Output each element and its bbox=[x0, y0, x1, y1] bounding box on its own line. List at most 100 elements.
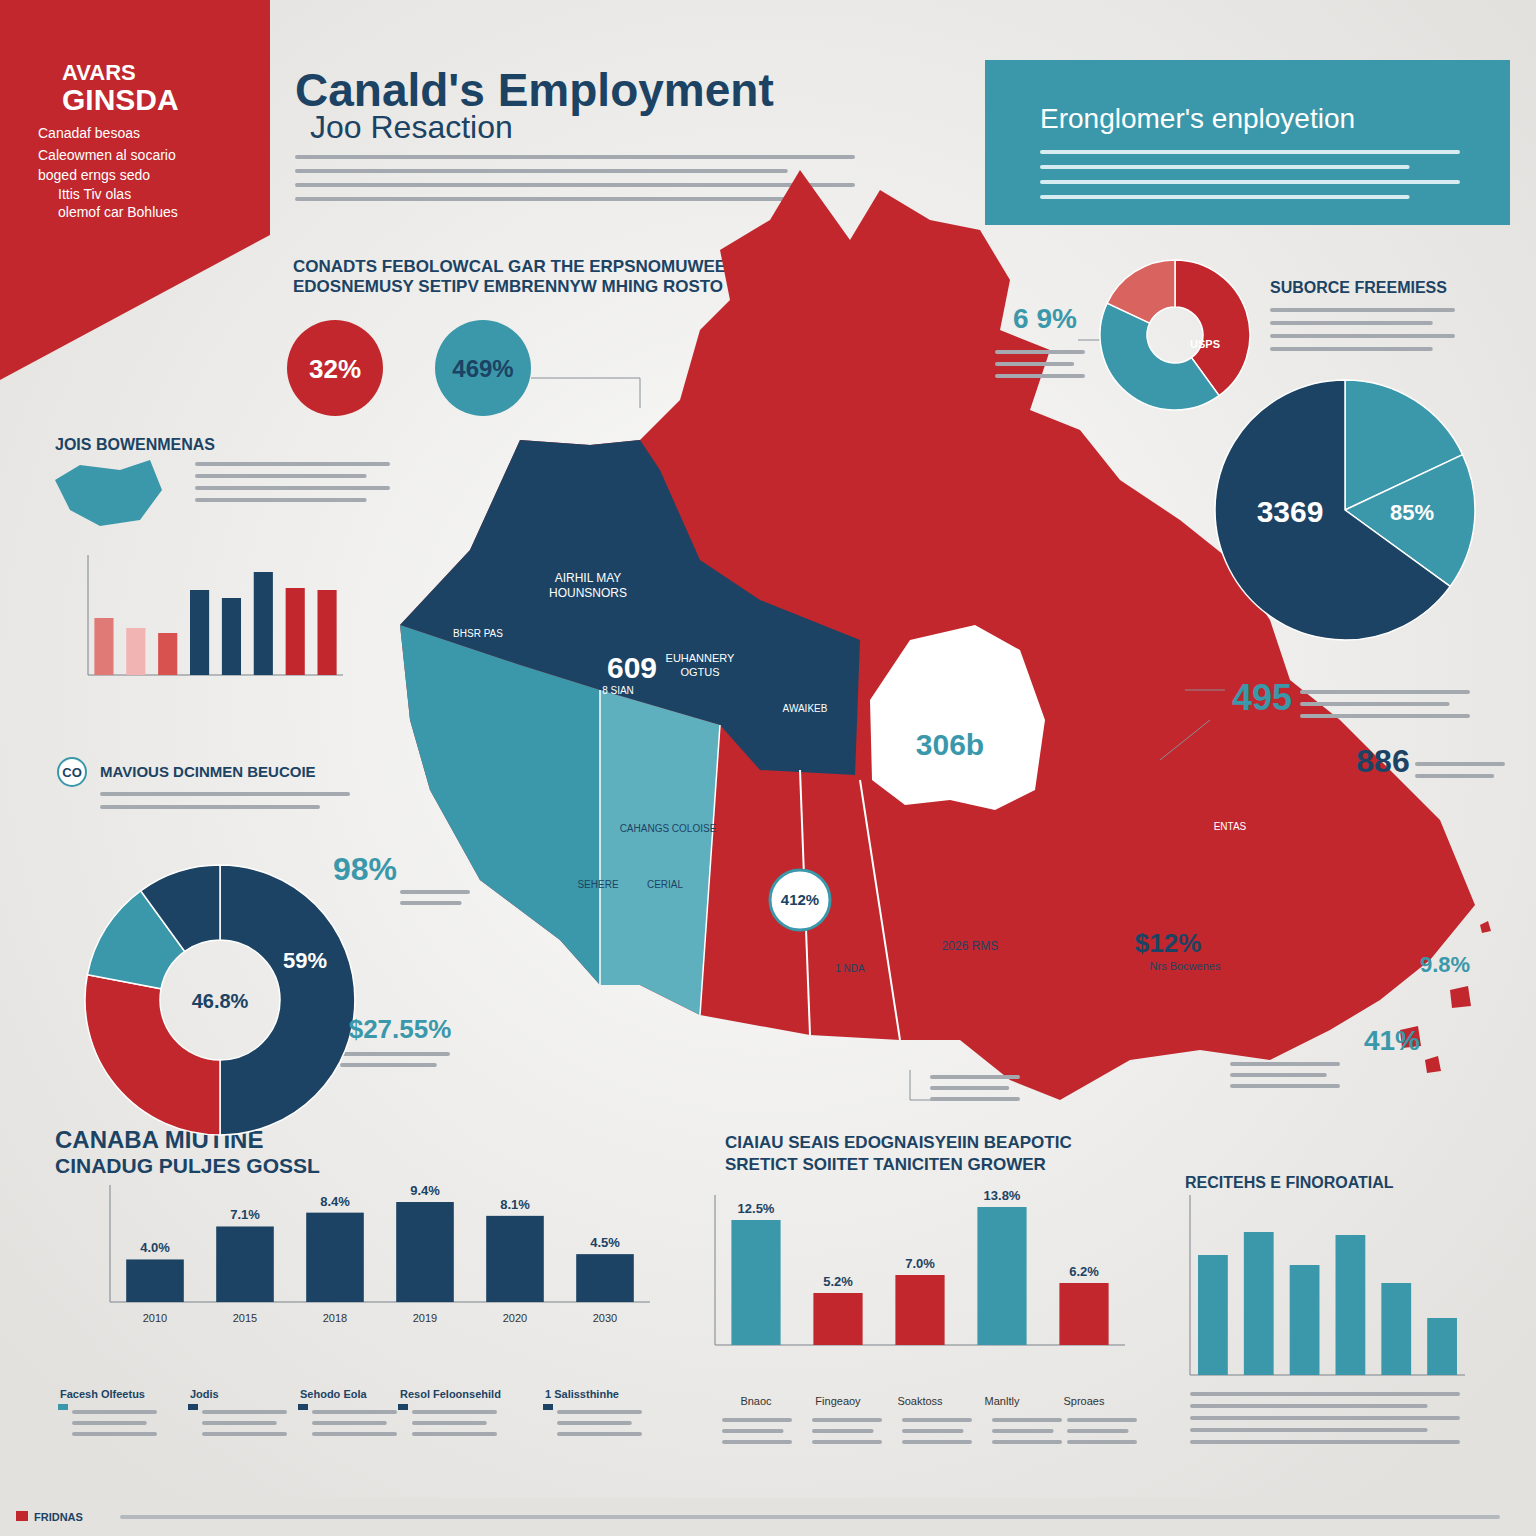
donut-chart bbox=[85, 865, 355, 1135]
heading: CONADTS FEBOLOWCAL GAR THE ERPSNOMUWEET'… bbox=[293, 257, 752, 276]
map-label: OGTUS bbox=[680, 666, 719, 678]
bar bbox=[306, 1213, 364, 1302]
text-placeholder bbox=[1067, 1440, 1137, 1444]
text-placeholder bbox=[995, 374, 1085, 378]
text-placeholder bbox=[1415, 762, 1505, 766]
map-border bbox=[860, 780, 900, 1040]
annotation: USPS bbox=[1190, 338, 1220, 350]
text-placeholder bbox=[1230, 1073, 1327, 1077]
map-region bbox=[400, 170, 1475, 1100]
bar bbox=[977, 1207, 1026, 1345]
map-label: EUHANNERY bbox=[666, 652, 736, 664]
category-label: 2019 bbox=[413, 1312, 437, 1324]
pie-chart bbox=[1215, 380, 1475, 640]
text-placeholder bbox=[1190, 1428, 1428, 1432]
text-placeholder bbox=[1190, 1392, 1460, 1396]
map-island bbox=[1040, 536, 1056, 553]
annotation: 85% bbox=[1390, 500, 1434, 525]
data-label: 5.2% bbox=[823, 1274, 853, 1289]
map-island bbox=[1425, 1056, 1441, 1073]
text-placeholder bbox=[930, 1075, 1020, 1079]
text-placeholder bbox=[722, 1429, 784, 1433]
map-label: AWAIKEB bbox=[783, 703, 828, 714]
text-placeholder bbox=[340, 1052, 450, 1056]
map-label: HOUNSNORS bbox=[549, 586, 627, 600]
bar bbox=[126, 1259, 184, 1302]
text-placeholder bbox=[557, 1421, 632, 1425]
annotation: 306b bbox=[916, 728, 984, 761]
bar bbox=[895, 1275, 944, 1345]
text-placeholder bbox=[1270, 347, 1433, 351]
tagline: olemof car Bohlues bbox=[58, 204, 178, 220]
map-label: CERIAL bbox=[647, 879, 684, 890]
axis bbox=[1190, 1375, 1465, 1376]
text-placeholder bbox=[1270, 308, 1455, 312]
text-placeholder bbox=[412, 1421, 487, 1425]
map-island bbox=[950, 466, 961, 478]
map-water bbox=[870, 625, 1045, 810]
annotation: $12% bbox=[1135, 928, 1202, 958]
slice bbox=[1100, 303, 1219, 410]
chart-title: CIAIAU SEAIS EDOGNAISYEIIN BEAPOTIC bbox=[725, 1133, 1072, 1152]
text-placeholder bbox=[100, 805, 320, 809]
text-placeholder bbox=[1040, 150, 1460, 154]
text-placeholder bbox=[312, 1410, 397, 1414]
annotation: 98% bbox=[333, 851, 397, 887]
data-label: 7.0% bbox=[905, 1256, 935, 1271]
text-placeholder bbox=[202, 1421, 277, 1425]
bar bbox=[1427, 1318, 1457, 1375]
bar bbox=[1059, 1283, 1108, 1345]
annotation: 6 9% bbox=[1013, 303, 1077, 334]
data-label: 7.1% bbox=[230, 1207, 260, 1222]
text-placeholder bbox=[195, 486, 390, 490]
map-island bbox=[1480, 921, 1491, 933]
legend-item: Jodis bbox=[190, 1388, 219, 1400]
map-island bbox=[1450, 986, 1471, 1008]
bars bbox=[126, 1202, 634, 1302]
tagline: Ittis Tiv olas bbox=[58, 186, 131, 202]
map-island bbox=[1060, 466, 1081, 488]
category-label: 2015 bbox=[233, 1312, 257, 1324]
text-placeholder bbox=[1230, 1084, 1340, 1088]
bar-chart: 12.5%Bnaoc5.2%Fingeaoy7.0%Soaktoss13.8%M… bbox=[715, 1133, 1125, 1407]
category-label: Fingeaoy bbox=[815, 1395, 861, 1407]
bar bbox=[1198, 1255, 1228, 1375]
bar bbox=[158, 633, 177, 675]
map-label: Nrs Bocwenes bbox=[1150, 960, 1221, 972]
leader-line bbox=[531, 378, 640, 408]
data-label: 6.2% bbox=[1069, 1264, 1099, 1279]
annotation: 32% bbox=[309, 354, 361, 384]
text-placeholder bbox=[72, 1410, 157, 1414]
text-placeholder bbox=[995, 362, 1074, 366]
text-placeholder bbox=[812, 1440, 882, 1444]
background bbox=[0, 0, 1536, 1536]
text-placeholder bbox=[557, 1410, 642, 1414]
annotation: 2026 RMS bbox=[942, 939, 999, 953]
bar bbox=[396, 1202, 454, 1302]
map-region bbox=[400, 625, 600, 985]
legend-item: Sehodo Eola bbox=[300, 1388, 368, 1400]
annotation: CO bbox=[62, 765, 82, 780]
legend-swatch bbox=[398, 1404, 408, 1410]
annotation: 886 bbox=[1356, 743, 1409, 779]
chart-title: RECITEHS E FINOROATIAL bbox=[1185, 1174, 1394, 1191]
data-label: 8.4% bbox=[320, 1194, 350, 1209]
map-island bbox=[1130, 596, 1146, 613]
text-placeholder bbox=[1300, 690, 1470, 694]
map-label: ENTAS bbox=[1214, 821, 1247, 832]
map-island bbox=[985, 516, 1001, 533]
map-island bbox=[1090, 556, 1101, 568]
text-placeholder bbox=[120, 1515, 1500, 1519]
chart-title: JOIS BOWENMENAS bbox=[55, 436, 215, 453]
bar bbox=[1381, 1283, 1411, 1375]
annotation: 59% bbox=[283, 948, 327, 973]
text-placeholder bbox=[902, 1429, 964, 1433]
heading: MAVIOUS DCINMEN BEUCOIE bbox=[100, 763, 316, 780]
legend-item: Facesh Olfeetus bbox=[60, 1388, 145, 1400]
data-label: 4.5% bbox=[590, 1235, 620, 1250]
bar bbox=[216, 1226, 274, 1302]
text-placeholder bbox=[400, 901, 462, 905]
leader-line bbox=[1185, 690, 1225, 691]
axis bbox=[715, 1195, 716, 1345]
map-label: AIRHIL MAY bbox=[555, 571, 622, 585]
